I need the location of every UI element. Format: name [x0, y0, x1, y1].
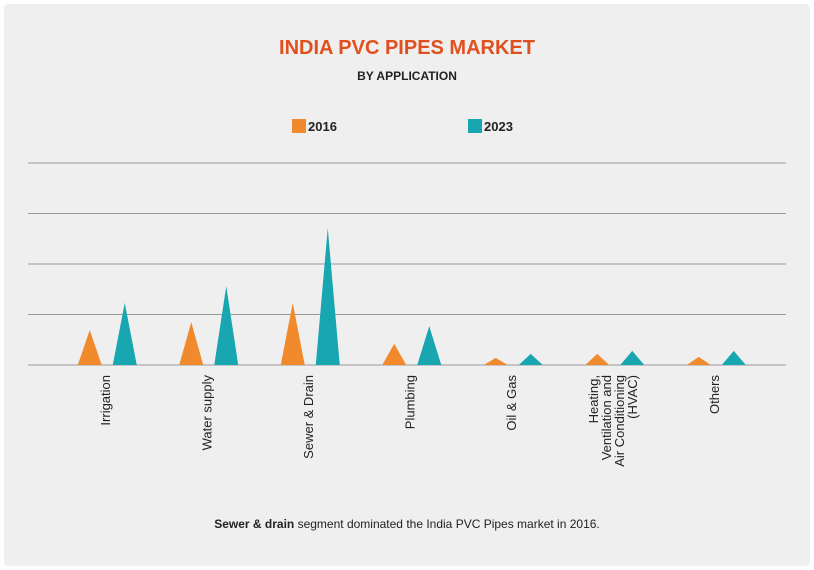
x-tick-label-line: Air Conditioning: [612, 375, 627, 467]
x-tick-label-line: Heating,: [586, 375, 601, 423]
x-tick-label: Plumbing: [402, 375, 417, 429]
spike: [382, 343, 407, 365]
spike: [315, 228, 340, 365]
legend-swatch: [292, 119, 306, 133]
chart-subtitle: BY APPLICATION: [357, 69, 457, 83]
x-tick-label: Sewer & Drain: [301, 375, 316, 459]
x-tick-label-line: Plumbing: [402, 375, 417, 429]
x-tick-label-line: Others: [707, 375, 722, 415]
legend-swatch: [468, 119, 482, 133]
chart-title: INDIA PVC PIPES MARKET: [279, 37, 535, 59]
x-tick-label-line: Water supply: [199, 375, 214, 451]
x-tick-label: Irrigation: [98, 375, 113, 426]
footnote-bold: Sewer & drain: [214, 517, 294, 531]
panel: [4, 4, 810, 566]
x-tick-label-line: (HVAC): [625, 375, 640, 419]
spike: [620, 350, 645, 365]
spike: [112, 302, 137, 365]
x-tick-label: Oil & Gas: [504, 375, 519, 431]
spike: [721, 350, 746, 365]
spike: [483, 357, 508, 365]
x-tick-label-line: Ventilation and: [599, 375, 614, 460]
spike: [518, 353, 543, 365]
x-tick-label: Water supply: [199, 375, 214, 451]
spike: [77, 330, 102, 365]
spike: [686, 356, 711, 365]
footnote-text: segment dominated the India PVC Pipes ma…: [294, 517, 600, 531]
spike: [179, 322, 204, 365]
legend-label: 2016: [308, 119, 337, 134]
x-tick-label-line: Oil & Gas: [504, 375, 519, 431]
x-tick-label: Others: [707, 375, 722, 415]
x-tick-label: Heating,Ventilation andAir Conditioning(…: [586, 375, 640, 467]
spike: [214, 286, 239, 365]
legend-label: 2023: [484, 119, 513, 134]
footnote: Sewer & drain segment dominated the Indi…: [214, 517, 600, 531]
spike: [417, 326, 442, 365]
x-tick-label-line: Sewer & Drain: [301, 375, 316, 459]
x-tick-label-line: Irrigation: [98, 375, 113, 426]
spike: [585, 353, 610, 365]
spike: [280, 302, 305, 365]
